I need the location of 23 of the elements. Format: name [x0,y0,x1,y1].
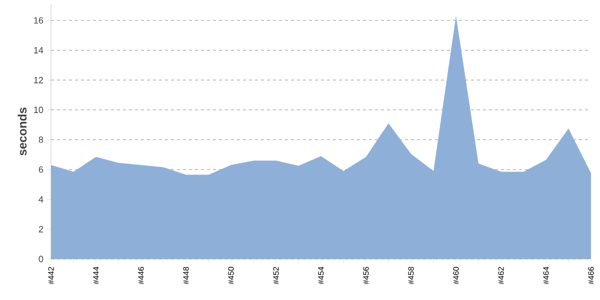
x-tick-label: #442 [48,266,54,284]
x-tick-label: #450 [228,266,234,284]
x-tick-label: #466 [588,266,594,284]
x-tick-label: #444 [93,266,99,284]
x-tick-label: #464 [543,266,549,284]
y-tick-label: 6 [38,166,44,173]
x-tick-label: #452 [273,266,279,284]
x-tick-label: #458 [408,266,414,284]
y-tick-label: 16 [34,17,44,24]
y-tick-label: 8 [38,136,44,143]
y-tick-label: 14 [34,47,44,54]
x-tick-label: #454 [318,266,324,284]
y-tick-label: 2 [38,226,44,232]
y-tick-label: 12 [34,76,44,84]
x-tick-label: #448 [183,266,189,284]
x-tick-label: #462 [498,266,504,284]
x-tick-label: #460 [453,266,459,284]
x-tick-label: #456 [363,266,369,284]
y-tick-label: 0 [38,256,44,262]
y-tick-label: 4 [38,196,44,202]
y-tick-label: 10 [34,106,44,114]
x-tick-label: #446 [138,266,144,284]
y-axis-title: seconds [18,108,27,156]
